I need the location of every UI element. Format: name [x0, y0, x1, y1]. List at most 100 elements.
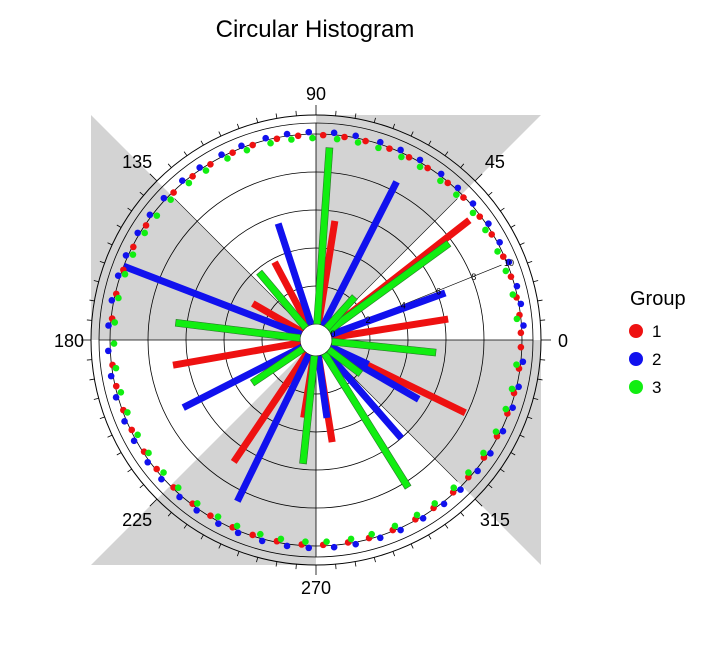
- data-point-group-3: [185, 179, 193, 187]
- angle-label: 225: [122, 510, 152, 530]
- data-point-group-3: [302, 538, 309, 546]
- data-point-group-2: [515, 383, 522, 391]
- legend: Group 1 2 3: [629, 288, 686, 397]
- bar-group-2: [323, 349, 404, 441]
- data-point-group-2: [454, 184, 462, 192]
- frame-tick: [444, 524, 449, 529]
- legend-marker-1: [629, 324, 643, 338]
- bar-group-2: [234, 352, 313, 503]
- legend-label-1: 1: [652, 322, 661, 341]
- frame-tick: [533, 280, 539, 283]
- frame-tick: [474, 173, 483, 182]
- bar-group-1: [251, 300, 304, 336]
- data-point-group-2: [487, 449, 494, 457]
- data-point-group-2: [513, 282, 521, 290]
- data-point-group-2: [134, 229, 142, 237]
- data-point-group-3: [323, 538, 330, 546]
- frame-tick: [107, 434, 113, 438]
- data-point-group-1: [362, 137, 369, 145]
- frame-tick: [93, 280, 99, 283]
- frame-tick: [488, 191, 493, 196]
- frame-tick: [488, 484, 493, 489]
- angle-label: 90: [306, 84, 326, 104]
- frame-tick: [107, 242, 113, 246]
- data-point-group-2: [262, 134, 269, 142]
- bar-group-2: [122, 262, 303, 338]
- data-point-group-3: [214, 513, 222, 520]
- frame-tick: [218, 543, 222, 549]
- frame-tick: [275, 113, 278, 119]
- legend-label-2: 2: [652, 350, 661, 369]
- bar-group-3: [326, 240, 452, 334]
- frame-tick: [183, 151, 188, 156]
- bar-group-1: [230, 351, 310, 464]
- frame-tick: [139, 191, 144, 196]
- data-point-group-2: [330, 129, 338, 137]
- frame-tick: [519, 242, 525, 246]
- data-point-group-2: [519, 358, 527, 366]
- data-point-group-3: [141, 229, 148, 237]
- data-point-group-3: [288, 136, 295, 143]
- frame-tick: [428, 534, 432, 540]
- frame-tick: [200, 534, 204, 540]
- guide-spoke: [174, 198, 305, 329]
- frame-tick: [256, 557, 259, 563]
- data-point-group-3: [482, 226, 489, 234]
- data-point-group-2: [218, 151, 225, 158]
- data-point-group-3: [431, 500, 439, 507]
- data-point-group-2: [107, 372, 115, 380]
- frame-tick: [256, 117, 259, 123]
- frame-tick: [474, 498, 483, 507]
- data-point-group-3: [453, 191, 460, 198]
- data-point-group-3: [233, 522, 241, 530]
- data-point-group-1: [207, 512, 214, 520]
- bar-group-2: [329, 289, 447, 338]
- angle-label: 0: [558, 331, 568, 351]
- data-point-group-3: [193, 500, 201, 507]
- angle-label: 180: [54, 331, 84, 351]
- radial-tick-label: 4: [401, 301, 406, 311]
- data-point-group-1: [405, 154, 413, 161]
- bar-group-1: [172, 339, 301, 369]
- data-point-group-3: [115, 294, 122, 302]
- frame-tick: [127, 207, 132, 212]
- data-point-group-2: [104, 347, 112, 355]
- data-point-group-1: [229, 149, 236, 157]
- legend-entry-1: 1: [629, 322, 661, 341]
- data-point-group-1: [476, 213, 484, 220]
- data-point-group-1: [488, 231, 496, 238]
- data-point-group-3: [513, 361, 520, 368]
- raw-points: [104, 128, 527, 552]
- data-point-group-3: [450, 484, 458, 492]
- frame-tick: [354, 561, 357, 567]
- data-point-group-1: [189, 172, 196, 180]
- frame-tick: [99, 416, 105, 420]
- shaded-sector: [91, 115, 305, 340]
- data-point-group-2: [283, 130, 291, 138]
- bars: [122, 147, 472, 503]
- frame-tick: [537, 378, 543, 381]
- data-point-group-3: [112, 364, 120, 372]
- data-point-group-3: [277, 535, 285, 543]
- data-point-group-3: [508, 385, 516, 393]
- data-point-group-3: [333, 135, 341, 143]
- legend-entry-3: 3: [629, 378, 661, 397]
- data-point-group-3: [224, 155, 231, 162]
- data-point-group-3: [509, 291, 517, 298]
- frame-tick: [527, 416, 533, 420]
- data-point-group-3: [153, 212, 161, 219]
- data-point-group-2: [144, 458, 152, 466]
- data-point-group-1: [249, 141, 256, 149]
- bar-group-3: [299, 355, 319, 465]
- data-point-group-1: [273, 135, 281, 143]
- data-point-group-1: [507, 273, 515, 280]
- data-point-group-3: [202, 167, 210, 174]
- data-point-group-2: [105, 322, 112, 329]
- frame-tick: [460, 512, 465, 517]
- data-point-group-2: [509, 404, 516, 412]
- data-point-group-2: [496, 239, 503, 246]
- data-point-group-3: [375, 144, 382, 152]
- frame-tick: [116, 224, 122, 228]
- data-point-group-1: [249, 531, 256, 539]
